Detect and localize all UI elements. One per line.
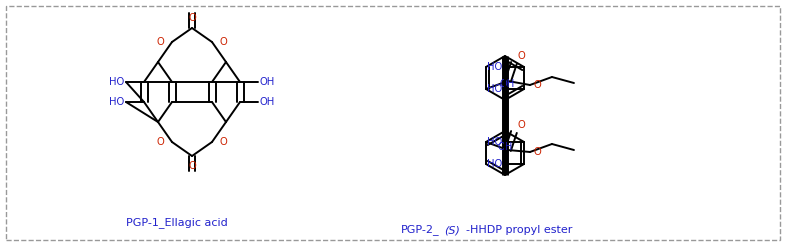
Text: OH: OH [260, 97, 275, 107]
Text: HO: HO [487, 62, 502, 72]
Text: O: O [188, 13, 196, 23]
Text: O: O [220, 37, 228, 47]
Text: O: O [518, 51, 526, 61]
Text: O: O [518, 120, 526, 130]
Text: O: O [534, 147, 542, 157]
Text: OH: OH [260, 77, 275, 87]
Text: O: O [156, 37, 164, 47]
Text: (S): (S) [444, 225, 460, 235]
Text: O: O [534, 80, 542, 90]
Text: O: O [156, 137, 164, 147]
Text: PGP-2_: PGP-2_ [401, 224, 439, 235]
Text: -HHDP propyl ester: -HHDP propyl ester [466, 225, 572, 235]
Text: HO: HO [487, 84, 502, 94]
Text: PGP-1_Ellagic acid: PGP-1_Ellagic acid [126, 217, 228, 228]
Text: O: O [220, 137, 228, 147]
Text: OH: OH [498, 142, 512, 152]
Text: OH: OH [499, 79, 515, 89]
Text: HO: HO [487, 137, 502, 147]
Text: HO: HO [108, 97, 124, 107]
Text: O: O [188, 161, 196, 171]
Text: HO: HO [487, 159, 502, 169]
Text: HO: HO [108, 77, 124, 87]
